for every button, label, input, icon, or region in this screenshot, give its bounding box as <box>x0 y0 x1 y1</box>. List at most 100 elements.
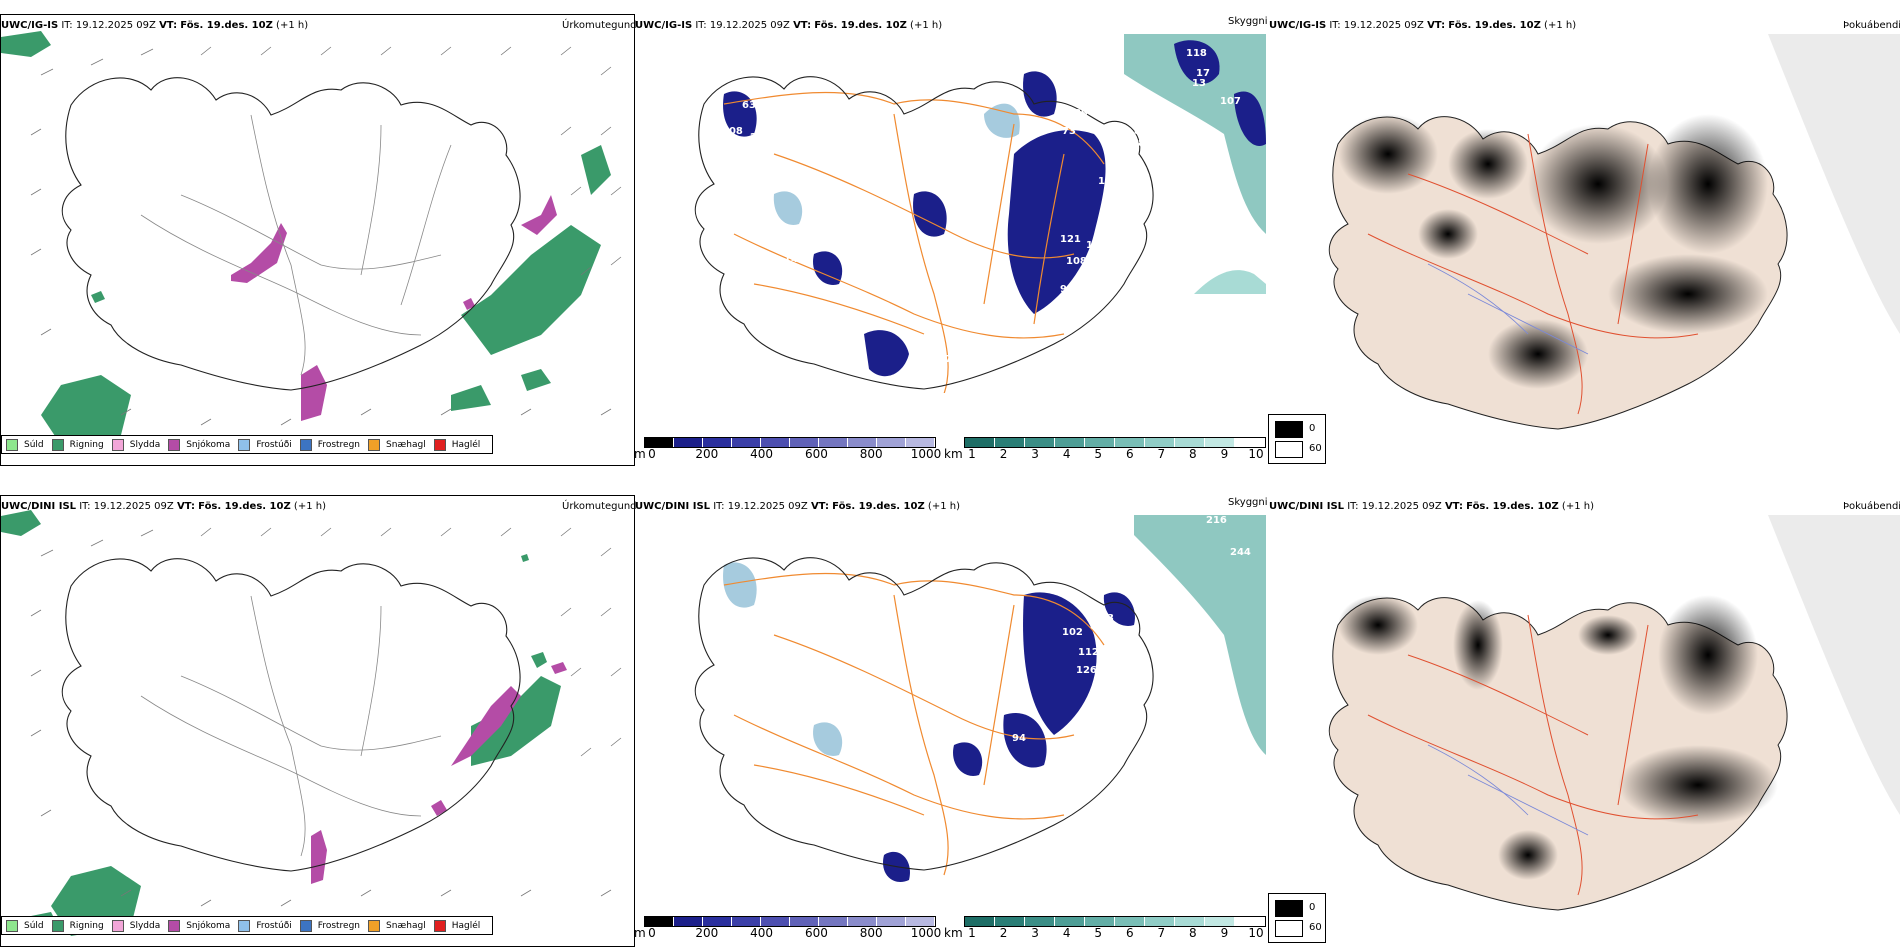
colorbar-segment <box>1115 917 1145 926</box>
legend-label: Slydda <box>129 920 161 931</box>
legend-label: Snæhagl <box>386 920 426 931</box>
ceiling-value-label: 108 <box>722 126 743 137</box>
colorbar-segment <box>761 438 790 447</box>
legend-item: Snæhagl <box>368 919 426 932</box>
ceiling-value-label: 84 <box>914 352 928 363</box>
ceiling-value-label: 89 <box>1074 108 1088 119</box>
colorbar-segment <box>674 438 703 447</box>
ceiling-value-label: 82 <box>1134 126 1148 137</box>
ceiling-value-label: 103 <box>1080 745 1101 756</box>
legend-label: Frostúði <box>256 920 292 931</box>
legend-swatch <box>433 919 446 932</box>
legend-item: Slydda <box>111 919 161 932</box>
ceiling-value-label: 62 <box>1064 74 1078 85</box>
ceiling-value-label: 97 <box>912 879 926 890</box>
colorbar-segment <box>1145 917 1175 926</box>
ceiling-value-label: 86 <box>1108 637 1122 648</box>
visibility-panel-row1: 118 17 13 107 62 73 89 11 113 88 82 85 107 86 90 85 108 8… <box>634 34 1266 434</box>
legend-label: Haglél <box>451 439 481 450</box>
legend-item: Frostregn <box>299 438 360 451</box>
visibility-map: 1181713107627389111138882851078690851088… <box>694 34 1266 403</box>
colorbar-tick: 800 <box>859 447 883 461</box>
header-row1-left: UWC/IG-IS IT: 19.12.2025 09Z VT: Fös. 19… <box>1 20 309 31</box>
ceiling-value-label: 29 <box>750 132 764 143</box>
legend-item: Haglél <box>433 919 480 932</box>
legend-swatch <box>433 438 446 451</box>
colorbar-tick: 6 <box>1125 926 1134 940</box>
ceiling-value-label: 83 <box>1122 202 1136 213</box>
ceiling-value-label: 90 <box>726 144 740 155</box>
colorbar-segment <box>1175 438 1205 447</box>
colorbar-segment <box>906 917 935 926</box>
ceiling-value-label: 129 <box>1086 240 1107 251</box>
colorbar-segment <box>703 438 732 447</box>
ceiling-value-label: 100 <box>1110 709 1131 720</box>
colorbar-segment <box>645 917 674 926</box>
legend-label: Frostregn <box>317 920 361 931</box>
panel-title-visibility-row1: Skyggni <box>1228 16 1268 27</box>
ceiling-colorbar-row1: m 0 200 400 600 800 1000 <box>634 437 941 465</box>
colorbar-tick: 7 <box>1157 447 1166 461</box>
ceiling-value-label: 67 <box>938 354 952 365</box>
panel-title-precip-row2: Úrkomutegund <box>562 501 637 512</box>
legend-swatch <box>368 438 381 451</box>
legend-swatch <box>111 438 124 451</box>
legend-swatch <box>6 438 18 451</box>
legend-label: Frostúði <box>256 439 292 450</box>
colorbar-segment <box>877 438 906 447</box>
ceiling-value-label: 88 <box>1128 226 1142 237</box>
colorbar-tick: 600 <box>804 447 828 461</box>
ceiling-value-label: 86 <box>1124 158 1138 169</box>
colorbar-tick: 9 <box>1220 447 1229 461</box>
colorbar-tick: 9 <box>1220 926 1229 940</box>
colorbar-segment <box>1235 917 1265 926</box>
colorbar-tick: 8 <box>1189 447 1197 461</box>
legend-swatch <box>238 919 251 932</box>
colorbar-tick: 1 <box>968 447 976 461</box>
colorbar-tick: 400 <box>750 447 774 461</box>
precip-type-panel-row1: Súld Rigning Slydda Snjókoma Frostúði Frostre… <box>0 14 635 466</box>
header-row2-mid: UWC/DINI ISL IT: 19.12.2025 09Z VT: Fös.… <box>635 501 960 512</box>
ceiling-value-label: 103 <box>1104 669 1125 680</box>
colorbar-segment <box>790 438 819 447</box>
legend-swatch <box>111 919 124 932</box>
precip-type-legend: Súld Rigning Slydda Snjókoma Frostúði Frostre… <box>1 435 494 454</box>
ceiling-value-label: 119 <box>974 162 995 173</box>
legend-swatch <box>6 919 18 932</box>
ceiling-value-label: 118 <box>1186 48 1207 59</box>
legend-label: Snjókoma <box>186 439 231 450</box>
ceiling-value-label: 112 <box>1078 647 1099 658</box>
ceiling-value-label: 93 <box>1076 729 1090 740</box>
legend-item: Haglél <box>433 438 481 451</box>
colorbar-segment <box>1115 438 1145 447</box>
ceiling-value-label: 17 <box>1196 68 1210 79</box>
colorbar-tick: 3 <box>1031 926 1039 940</box>
legend-item: Rigning <box>51 438 104 451</box>
legend-swatch <box>168 919 181 932</box>
ceiling-value-label: 82 <box>1052 787 1066 798</box>
colorbar-segment <box>732 438 761 447</box>
ceiling-value-label: 88 <box>1132 112 1146 123</box>
ceiling-value-label: 107 <box>1108 144 1129 155</box>
colorbar-tick: 200 <box>695 447 719 461</box>
legend-item: Slydda <box>111 438 160 451</box>
legend-swatch <box>51 438 64 451</box>
cloud-map <box>1328 515 1900 911</box>
colorbar-segment <box>1145 438 1175 447</box>
ceiling-value-label: 91 <box>1060 284 1074 295</box>
legend-item: Frostúði <box>238 919 292 932</box>
legend-label: Rigning <box>69 920 104 931</box>
ceiling-value-label: 94 <box>1012 733 1026 744</box>
legend-item: Rigning <box>51 919 104 932</box>
colorbar-segment <box>1205 917 1235 926</box>
colorbar-segment <box>848 917 877 926</box>
colorbar-tick: 5 <box>1094 926 1103 940</box>
ceiling-value-label: 121 <box>1060 234 1081 245</box>
ceiling-value-label: 134 <box>1048 743 1069 754</box>
ceiling-value-label: 102 <box>1062 627 1083 638</box>
legend-item: Snjókoma <box>168 919 230 932</box>
colorbar-tick: 5 <box>1094 447 1103 461</box>
legend-item: Súld <box>6 438 44 451</box>
visibility-panel-row2: 216 244 102 84 83 86 112 84 126 103 88 100 94 134 103 9… <box>634 515 1266 915</box>
